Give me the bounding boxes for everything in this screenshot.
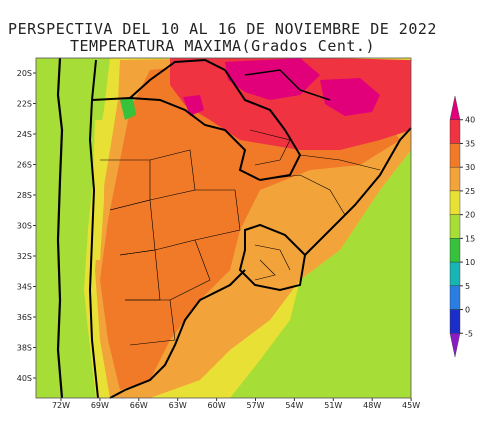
colorbar-label: 40	[465, 116, 475, 125]
lat-label: 20S	[17, 69, 32, 78]
colorbar-swatch	[449, 95, 461, 120]
lon-label: 63W	[169, 401, 187, 410]
colorbar-swatch	[449, 166, 461, 192]
lat-label: 40S	[17, 374, 32, 383]
map-borders	[56, 57, 412, 399]
lat-label: 28S	[17, 191, 32, 200]
lat-label: 32S	[17, 252, 32, 261]
lat-label: 38S	[17, 344, 32, 353]
colorbar-label: 10	[465, 258, 475, 267]
lon-label: 45W	[402, 401, 420, 410]
lat-axis: 20S 22S 24S 26S 28S 30S 32S 34S 36S 38S 40S	[17, 69, 36, 383]
colorbar-swatch	[449, 285, 461, 310]
colorbar-label: 5	[465, 282, 470, 291]
colorbar-label: 35	[465, 139, 475, 148]
lon-label: 51W	[324, 401, 342, 410]
colorbar-swatch	[449, 214, 461, 239]
colorbar-label: 30	[465, 163, 475, 172]
lon-label: 54W	[285, 401, 303, 410]
map-title-line1: PERSPECTIVA DEL 10 AL 16 DE NOVIEMBRE DE…	[8, 20, 437, 38]
colorbar-swatch	[449, 143, 461, 168]
lon-label: 72W	[52, 401, 70, 410]
lat-label: 26S	[17, 161, 32, 170]
colorbar-swatch	[449, 333, 461, 358]
colorbar-label: -5	[465, 329, 473, 338]
colorbar-swatch	[449, 309, 461, 334]
map-title-line2: TEMPERATURA MAXIMA(Grados Cent.)	[70, 37, 375, 55]
colorbar-swatch	[449, 119, 461, 144]
colorbar-label: 25	[465, 187, 475, 196]
lon-label: 57W	[246, 401, 264, 410]
lon-axis: 72W 69W 66W 63W 60W 57W 54W 51W 48W 45W	[52, 398, 420, 410]
colorbar-swatch	[449, 190, 461, 215]
lat-label: 36S	[17, 313, 32, 322]
colorbar-label: 20	[465, 211, 475, 220]
colorbar-swatch	[449, 261, 461, 287]
lon-label: 60W	[208, 401, 226, 410]
lat-label: 22S	[17, 100, 32, 109]
map-frame	[35, 57, 412, 399]
colorbar-swatch	[449, 238, 461, 263]
colorbar-label: 15	[465, 234, 475, 243]
lon-label: 48W	[363, 401, 381, 410]
colorbar-label: 0	[465, 306, 470, 315]
lat-label: 30S	[17, 222, 32, 231]
lat-label: 34S	[17, 283, 32, 292]
lat-label: 24S	[17, 130, 32, 139]
lon-label: 69W	[91, 401, 109, 410]
lon-label: 66W	[130, 401, 148, 410]
